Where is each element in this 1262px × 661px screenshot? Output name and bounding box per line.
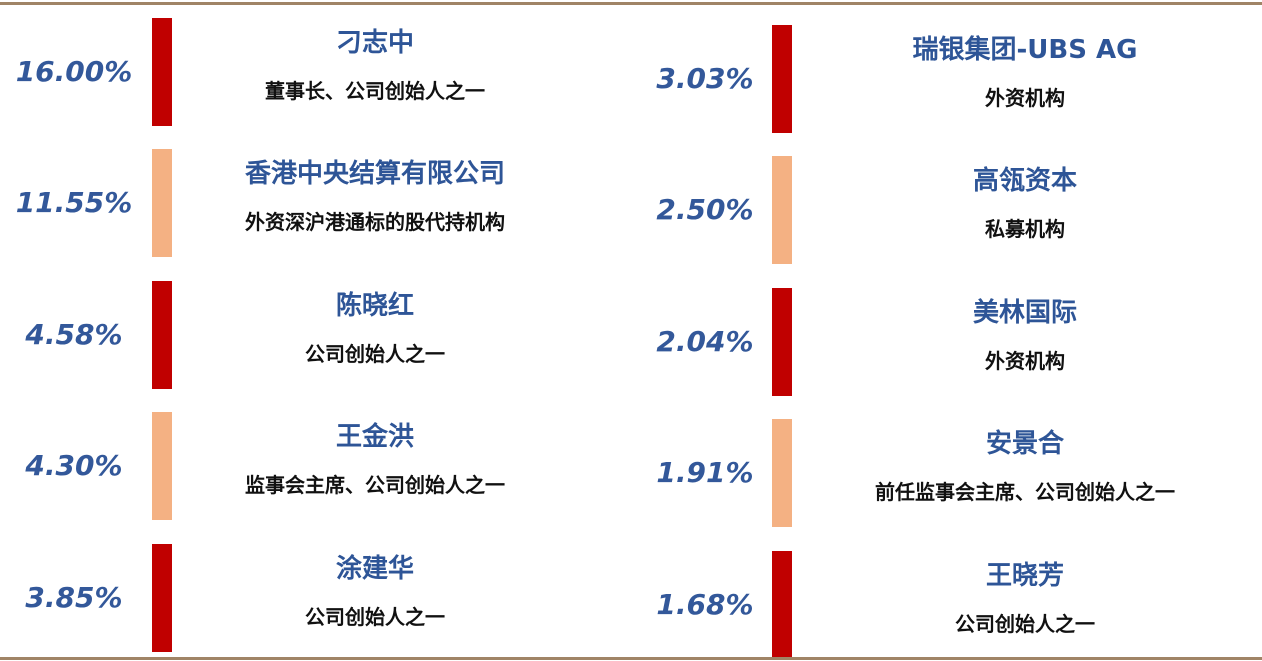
shareholder-role: 公司创始人之一 — [305, 605, 445, 629]
holding-percent: 4.58% — [25, 318, 123, 351]
holding-percent: 3.03% — [656, 62, 754, 95]
shareholder-name: 王金洪 — [335, 422, 414, 452]
shareholder-name: 美林国际 — [972, 298, 1077, 328]
holding-percent: 3.85% — [25, 581, 123, 614]
shareholder-name: 安景合 — [985, 429, 1064, 459]
shareholder-role: 董事长、公司创始人之一 — [265, 79, 485, 103]
holding-percent: 2.50% — [656, 193, 754, 226]
shareholder-role: 外资机构 — [985, 86, 1065, 110]
shareholder-name: 瑞银集团-UBS AG — [912, 35, 1138, 65]
shareholder-role: 外资深沪港通标的股代持机构 — [245, 210, 505, 234]
shareholder-name: 刁志中 — [335, 28, 414, 58]
bottom-rule — [0, 657, 1262, 660]
holding-percent: 11.55% — [15, 186, 133, 219]
shareholder-role: 公司创始人之一 — [305, 342, 445, 366]
holding-percent: 2.04% — [656, 325, 754, 358]
bar-marker — [152, 412, 172, 520]
shareholder-role: 前任监事会主席、公司创始人之一 — [875, 480, 1175, 504]
bar-marker — [152, 18, 172, 126]
shareholder-name: 涂建华 — [335, 554, 414, 584]
bar-marker — [772, 156, 792, 264]
shareholder-name: 王晓芳 — [985, 561, 1064, 591]
bar-marker — [152, 544, 172, 652]
bar-marker — [772, 25, 792, 133]
holding-percent: 4.30% — [25, 449, 123, 482]
shareholder-role: 公司创始人之一 — [955, 612, 1095, 636]
holding-percent: 1.68% — [656, 588, 754, 621]
bar-marker — [772, 419, 792, 527]
bar-marker — [772, 551, 792, 659]
shareholder-name: 香港中央结算有限公司 — [244, 159, 505, 189]
shareholder-name: 陈晓红 — [335, 291, 414, 321]
shareholder-name: 高瓴资本 — [972, 166, 1077, 196]
shareholder-role: 私募机构 — [985, 217, 1065, 241]
holding-percent: 16.00% — [15, 55, 133, 88]
bar-marker — [772, 288, 792, 396]
bar-marker — [152, 149, 172, 257]
bar-marker — [152, 281, 172, 389]
shareholder-role: 外资机构 — [985, 349, 1065, 373]
shareholder-role: 监事会主席、公司创始人之一 — [245, 473, 505, 497]
top-rule — [0, 2, 1262, 5]
holding-percent: 1.91% — [656, 456, 754, 489]
